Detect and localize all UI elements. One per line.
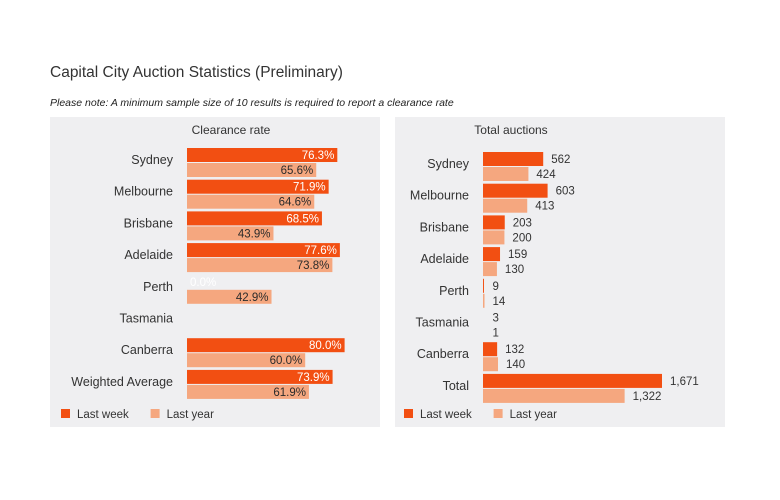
page-title: Capital City Auction Statistics (Prelimi… <box>50 64 343 81</box>
bar-last-week <box>187 369 333 384</box>
data-label: 60.0% <box>270 355 303 367</box>
category-label: Weighted Average <box>71 375 173 389</box>
data-label: 61.9% <box>273 387 306 399</box>
data-label: 71.9% <box>293 182 326 194</box>
category-label: Sydney <box>131 153 173 167</box>
data-label: 73.9% <box>297 372 330 384</box>
bar-last-week <box>483 247 501 262</box>
clearance-rate-panel: Clearance rate Sydney 76.3% 65.6% Melbourne 7… <box>50 117 380 427</box>
bar-last-year <box>187 353 306 368</box>
legend-swatch-last-year <box>150 409 160 418</box>
data-label: 65.6% <box>281 165 314 177</box>
data-label: 159 <box>508 249 527 261</box>
category-label: Melbourne <box>410 189 469 203</box>
bar-last-week <box>483 183 548 198</box>
bar-last-year <box>483 198 528 213</box>
bar-last-year <box>483 230 505 245</box>
bar-last-year <box>483 262 497 277</box>
total-auctions-chart: Total auctions Sydney 562 424 Melbourne 60341… <box>404 123 699 421</box>
category-label: Total <box>443 379 469 393</box>
bar-last-week <box>187 243 340 258</box>
category-label: Adelaide <box>124 248 173 262</box>
category-label: Melbourne <box>114 185 173 199</box>
category-label: Canberra <box>121 343 173 357</box>
clearance-rate-chart: Clearance rate Sydney 76.3% 65.6% Melbourne 7… <box>61 123 345 421</box>
data-label: 140 <box>506 359 525 371</box>
legend-swatch-last-week <box>61 409 70 418</box>
category-label: Perth <box>439 284 469 298</box>
bar-last-week <box>187 211 322 226</box>
data-label: 1 <box>493 328 499 340</box>
data-label: 130 <box>505 264 524 276</box>
bar-last-week <box>483 373 662 388</box>
category-label: Sydney <box>427 157 469 171</box>
bar-last-year <box>483 293 485 308</box>
legend-swatch-last-year <box>493 409 503 418</box>
bar-last-week <box>187 179 329 194</box>
data-label: 132 <box>505 344 524 356</box>
legend-label-last-year: Last year <box>510 409 557 421</box>
data-label: 76.3% <box>302 150 335 162</box>
data-label: 9 <box>493 281 499 293</box>
bar-last-year <box>187 226 274 241</box>
legend-label-last-week: Last week <box>77 409 129 421</box>
data-label: 73.8% <box>297 260 330 272</box>
data-label: 77.6% <box>304 245 337 257</box>
legend-swatch-last-week <box>404 409 413 418</box>
data-label: 603 <box>556 186 575 198</box>
bar-last-year <box>187 163 317 177</box>
bar-last-year <box>187 194 315 209</box>
data-label: 0.0% <box>190 277 216 289</box>
data-label: 413 <box>535 201 554 213</box>
bar-last-week <box>187 148 338 162</box>
sample-size-note: Please note: A minimum sample size of 10… <box>50 97 454 109</box>
category-label: Brisbane <box>124 216 173 230</box>
data-label: 43.9% <box>238 228 271 240</box>
bar-last-week <box>483 152 544 166</box>
data-label: 80.0% <box>309 340 342 352</box>
bar-last-year <box>483 357 498 372</box>
data-label: 203 <box>513 217 532 229</box>
total-auctions-panel: Total auctions Sydney 562 424 Melbourne 603 41… <box>395 117 725 427</box>
data-label: 64.6% <box>279 197 312 209</box>
bar-last-year <box>187 289 272 304</box>
data-label: 42.9% <box>236 292 269 304</box>
bar-last-year <box>483 388 625 403</box>
data-label: 68.5% <box>286 213 319 225</box>
category-label: Tasmania <box>416 316 470 330</box>
bar-last-year <box>187 384 309 399</box>
category-label: Perth <box>143 280 173 294</box>
data-label: 1,322 <box>633 391 662 403</box>
bar-last-week <box>483 278 484 293</box>
category-label: Brisbane <box>420 220 469 234</box>
chart-title: Total auctions <box>474 123 547 137</box>
data-label: 1,671 <box>670 376 699 388</box>
category-label: Canberra <box>417 347 469 361</box>
data-label: 200 <box>512 232 531 244</box>
data-label: 562 <box>551 154 570 166</box>
bar-last-week <box>187 338 345 353</box>
legend-label-last-week: Last week <box>420 409 472 421</box>
data-label: 424 <box>536 169 556 181</box>
bar-last-week <box>483 342 498 357</box>
data-label: 3 <box>493 313 499 325</box>
category-label: Adelaide <box>420 252 469 266</box>
category-label: Tasmania <box>120 312 174 326</box>
bar-last-year <box>483 167 529 181</box>
data-label: 14 <box>493 296 506 308</box>
legend-label-last-year: Last year <box>167 409 214 421</box>
chart-title: Clearance rate <box>192 123 271 137</box>
bar-last-year <box>187 258 333 273</box>
bar-last-week <box>483 215 505 230</box>
